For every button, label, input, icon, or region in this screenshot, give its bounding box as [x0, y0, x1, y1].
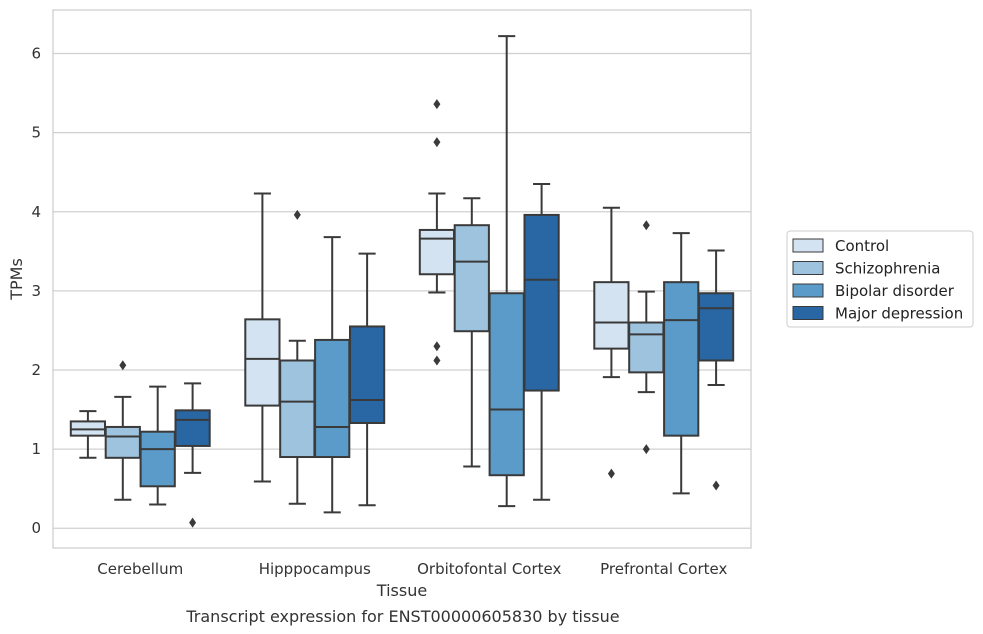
outlier-point [607, 468, 615, 479]
legend-frame [786, 230, 974, 328]
box-control [69, 410, 107, 459]
outlier-point [433, 341, 441, 352]
legend-label: Bipolar disorder [835, 282, 955, 300]
box-bipolar-disorder [314, 236, 351, 514]
box-bipolar-disorder [139, 385, 176, 506]
box-body [663, 281, 700, 437]
y-ticks: 0 1 2 3 4 5 6 [31, 45, 41, 538]
outlier-point [642, 220, 650, 231]
box-major-depression [348, 252, 386, 507]
box-schizophrenia [104, 360, 141, 501]
y-tick-label: 1 [31, 440, 41, 458]
box-body [523, 213, 560, 392]
box-body [453, 224, 490, 333]
box-control [244, 192, 281, 483]
x-axis-label: Tissue [376, 581, 427, 600]
box-schizophrenia [279, 209, 316, 505]
legend-item: Schizophrenia [792, 260, 940, 278]
box-body [697, 292, 735, 362]
legend-item: Bipolar disorder [792, 282, 955, 300]
box-body [314, 338, 351, 459]
box-schizophrenia [453, 197, 490, 468]
box-body [174, 409, 211, 447]
box-control [418, 99, 456, 366]
x-tick-label: Hipppocampus [259, 560, 371, 578]
box-body [279, 359, 316, 459]
chart-title: Transcript expression for ENST0000060583… [185, 607, 619, 626]
outlier-point [642, 444, 650, 455]
box-schizophrenia [628, 220, 665, 455]
legend-swatch [792, 283, 824, 298]
box-body [418, 228, 456, 276]
y-tick-label: 5 [31, 124, 41, 142]
box-control [593, 206, 630, 479]
legend-swatch [792, 261, 824, 275]
outlier-point [712, 480, 720, 491]
legend: Control Schizophrenia Bipolar disorder Majo… [786, 230, 974, 328]
x-tick-label: Cerebellum [97, 560, 183, 578]
box-body [488, 292, 525, 477]
outlier-point [293, 209, 301, 220]
x-tick-label: Orbitofontal Cortex [417, 560, 561, 578]
box-body [104, 425, 141, 459]
box-major-depression [523, 183, 560, 501]
legend-label: Control [835, 237, 889, 255]
legend-label: Schizophrenia [835, 260, 940, 278]
legend-item: Control [792, 237, 889, 255]
legend-swatch [792, 238, 824, 253]
box-body [593, 281, 630, 350]
legend-swatch [792, 306, 824, 320]
y-tick-label: 3 [31, 282, 41, 300]
outlier-point [189, 517, 197, 528]
y-tick-label: 4 [31, 203, 41, 221]
outlier-point [119, 360, 127, 371]
outlier-point [433, 355, 441, 366]
y-axis-label: TPMs [7, 258, 26, 301]
box-body [244, 318, 281, 407]
legend-item: Major depression [792, 305, 963, 323]
outlier-point [433, 99, 441, 110]
y-tick-label: 0 [31, 519, 41, 537]
box-body [348, 325, 386, 424]
box-body [628, 321, 665, 374]
box-body [139, 430, 176, 488]
legend-label: Major depression [835, 305, 963, 323]
y-tick-label: 6 [31, 45, 41, 63]
y-tick-label: 2 [31, 361, 41, 379]
box-major-depression [174, 382, 211, 528]
box-bipolar-disorder [663, 232, 700, 495]
plot-frame [52, 9, 752, 549]
box-layer [69, 35, 735, 528]
x-ticks: Cerebellum Hipppocampus Orbitofontal Corte… [97, 560, 727, 578]
box-major-depression [697, 249, 735, 491]
x-tick-label: Prefrontal Cortex [600, 560, 727, 578]
outlier-point [433, 137, 441, 148]
